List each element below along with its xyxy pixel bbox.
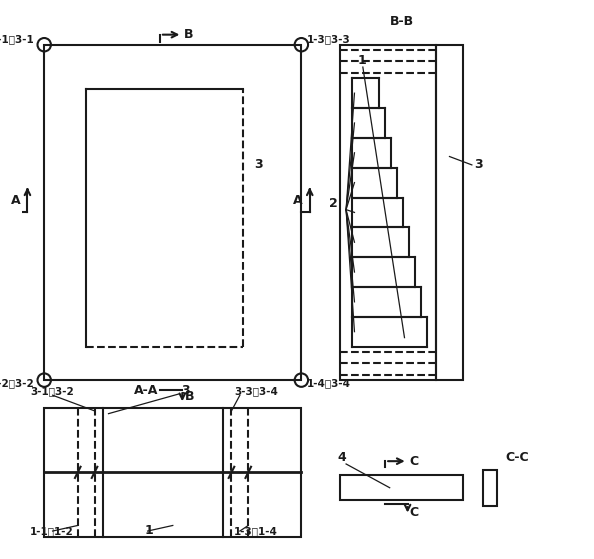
Text: 3-3、3-4: 3-3、3-4 [234,386,278,396]
Text: 1-1、3-1: 1-1、3-1 [0,34,35,44]
Text: A-A: A-A [134,384,158,397]
Text: 1-1、1-2: 1-1、1-2 [30,526,74,536]
Text: 2: 2 [329,197,338,210]
Text: B: B [184,28,193,41]
Text: 1-4、3-4: 1-4、3-4 [307,378,351,388]
Text: 3: 3 [475,158,484,170]
Bar [340,475,463,500]
Text: 1-2、3-2: 1-2、3-2 [0,378,35,388]
Bar [483,470,497,506]
Text: A: A [293,194,302,207]
Bar [340,45,435,380]
Text: B: B [185,390,194,404]
Text: 3: 3 [181,384,190,397]
Text: 4: 4 [338,451,346,464]
Text: C-C: C-C [505,451,529,464]
Bar [44,45,301,380]
Text: 1-3、3-3: 1-3、3-3 [307,34,350,44]
Bar [44,408,301,537]
Text: 1: 1 [357,54,366,67]
Text: 3-1、3-2: 3-1、3-2 [30,386,74,396]
Text: 3: 3 [254,158,263,170]
Text: C: C [409,506,418,519]
Text: 1-3、1-4: 1-3、1-4 [234,526,278,536]
Text: C: C [409,454,418,468]
Text: 1: 1 [145,524,154,537]
Bar [435,45,463,380]
Text: B-B: B-B [390,15,414,28]
Text: A: A [11,194,20,207]
